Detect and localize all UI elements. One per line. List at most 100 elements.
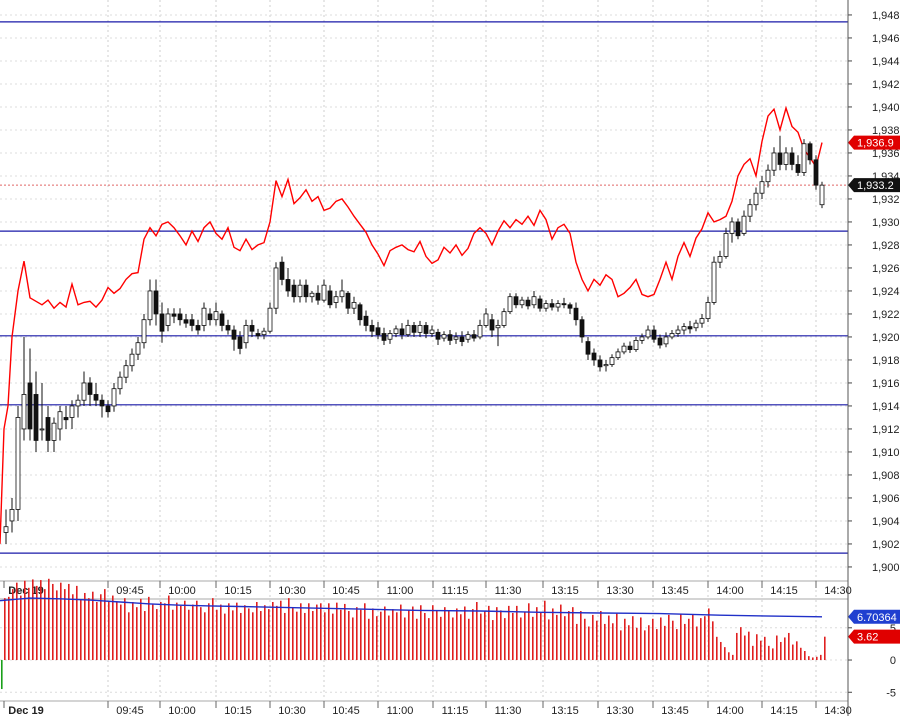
- indicator-bar: [440, 616, 442, 661]
- indicator-bar: [204, 612, 206, 661]
- candle: [81, 371, 87, 406]
- indicator-bar: [588, 626, 590, 661]
- indicator-bar: [24, 580, 26, 661]
- indicator-bar: [248, 608, 250, 661]
- indicator-bar: [104, 589, 106, 661]
- indicator-bar: [516, 605, 518, 661]
- indicator-bar: [660, 617, 662, 661]
- candle: [657, 334, 663, 349]
- indicator-bar: [8, 596, 10, 661]
- candle: [537, 295, 543, 312]
- candle: [69, 400, 75, 429]
- indicator-bar: [16, 582, 18, 661]
- indicator-bar: [748, 631, 750, 661]
- indicator-bar: [628, 625, 630, 661]
- indicator-bar: [672, 620, 674, 661]
- candle: [777, 135, 783, 171]
- indicator-bar: [96, 602, 98, 661]
- indicator-bar: [468, 618, 470, 661]
- indicator-bar: [56, 590, 58, 661]
- indicator-bar: [716, 636, 718, 661]
- indicator-bar: [172, 609, 174, 661]
- y-tick-label: 1,920: [872, 332, 900, 344]
- candle: [9, 497, 15, 533]
- y-tick-label: 1,946: [872, 33, 900, 45]
- x-tick-label: 13:30: [606, 585, 634, 597]
- x-tick-label: 10:15: [224, 585, 252, 597]
- indicator-bar: [604, 623, 606, 661]
- candle: [819, 181, 825, 209]
- indicator-bar: [792, 644, 794, 661]
- candle: [633, 336, 639, 352]
- indicator-bar: [188, 609, 190, 661]
- candle: [723, 227, 729, 259]
- candle: [423, 322, 429, 339]
- indicator-bar: [168, 595, 170, 661]
- indicator-bar: [192, 604, 194, 661]
- indicator-bar: [728, 652, 730, 661]
- indicator-bar: [484, 611, 486, 661]
- indicator-bar: [108, 602, 110, 661]
- indicator-bar: [292, 607, 294, 661]
- indicator-bar: [540, 612, 542, 661]
- candle: [765, 164, 771, 188]
- candle: [303, 279, 309, 303]
- indicator-bar: [796, 641, 798, 661]
- x-tick-label: 11:15: [442, 705, 469, 716]
- indicator-bar: [72, 594, 74, 661]
- indicator-bar: [400, 604, 402, 661]
- indicator-bar: [632, 616, 634, 661]
- candle: [387, 330, 393, 344]
- y-tick-label: 1,928: [872, 240, 900, 252]
- candle: [327, 285, 333, 309]
- indicator-bar: [140, 598, 142, 661]
- indicator-bar: [284, 612, 286, 661]
- indicator-bar: [600, 611, 602, 661]
- indicator-bar: [408, 609, 410, 661]
- y-tick-label: 1,912: [872, 424, 900, 436]
- price-badges: 1,936.9 1,933.2: [848, 135, 900, 193]
- indicator-bar: [576, 623, 578, 661]
- indicator-bar: [176, 602, 178, 661]
- indicator-axis: 5 0 -5: [848, 623, 896, 699]
- indicator-bar: [676, 629, 678, 661]
- indicator-bar: [720, 641, 722, 661]
- indicator-bar: [528, 603, 530, 661]
- indicator-bar: [240, 612, 242, 661]
- candle: [801, 139, 807, 176]
- candle: [759, 175, 765, 199]
- indicator-bar: [512, 612, 514, 661]
- indicator-bar: [544, 600, 546, 661]
- candle: [555, 300, 561, 312]
- candle: [201, 302, 207, 332]
- indicator-bar: [256, 602, 258, 661]
- candle: [435, 328, 441, 345]
- indicator-bar: [116, 602, 118, 661]
- candle: [789, 147, 795, 171]
- indicator-bar: [472, 609, 474, 661]
- indicator-bar: [560, 604, 562, 661]
- candle: [3, 509, 9, 544]
- y-tick-label: 1,910: [872, 447, 900, 459]
- indicator-bar: [420, 605, 422, 661]
- candle: [429, 325, 435, 337]
- indicator-bar: [624, 618, 626, 661]
- candle: [75, 394, 81, 418]
- y-tick-label: 1,936: [872, 148, 900, 160]
- candle: [45, 405, 51, 452]
- candle: [195, 319, 201, 335]
- indicator-bar: [804, 651, 806, 661]
- x-tick-label: 14:15: [770, 705, 798, 716]
- candle: [315, 285, 321, 305]
- indicator-bar: [476, 602, 478, 661]
- indicator-bar: [616, 613, 618, 661]
- indicator-bar: [92, 591, 94, 661]
- time-axis-top: Dec 19 09:45 10:00 10:15 10:30 10:45 11:00 11:1…: [0, 580, 852, 600]
- x-tick-label: 13:45: [661, 705, 689, 716]
- y-tick-label: 1,902: [872, 539, 900, 551]
- candle: [483, 308, 489, 328]
- indicator-bar: [568, 611, 570, 661]
- candle: [207, 308, 213, 326]
- candle: [741, 210, 747, 236]
- candle: [117, 371, 123, 395]
